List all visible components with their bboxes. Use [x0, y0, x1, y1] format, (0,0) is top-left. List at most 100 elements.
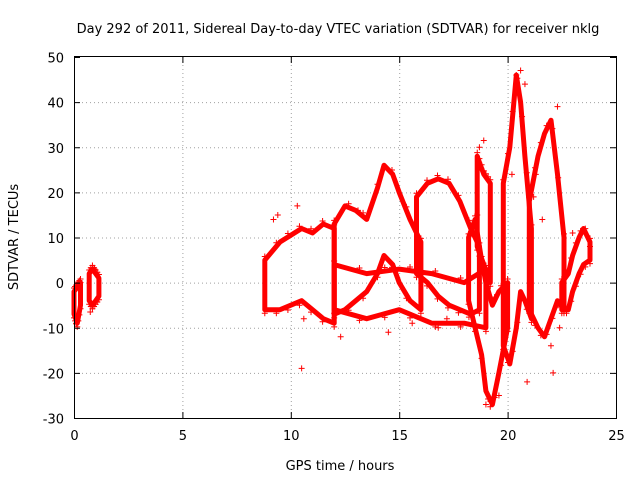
x-tick-label: 25: [608, 429, 625, 444]
data-point: [300, 315, 307, 322]
data-point: [504, 150, 511, 157]
data-point: [532, 164, 539, 171]
data-point: [495, 392, 502, 399]
data-point: [434, 295, 441, 302]
data-point: [409, 320, 416, 327]
data-point: [261, 253, 268, 260]
data-point: [296, 302, 303, 309]
data-band: [474, 153, 493, 286]
y-tick-label: -30: [43, 413, 64, 428]
data-point: [319, 217, 326, 224]
data-point: [487, 176, 494, 183]
data-point: [572, 283, 579, 290]
data-point: [474, 211, 481, 218]
data-point: [294, 202, 301, 209]
data-band: [414, 176, 482, 317]
data-point: [543, 122, 550, 129]
data-point: [476, 253, 483, 260]
x-tick-label: 15: [391, 429, 408, 444]
data-point: [474, 247, 481, 254]
data-point: [465, 230, 472, 237]
data-point: [537, 139, 544, 146]
data-point: [270, 216, 277, 223]
data-point: [508, 171, 515, 178]
data-point: [331, 310, 338, 317]
data-point: [443, 315, 450, 322]
data-point: [95, 271, 102, 278]
data-point: [261, 310, 268, 317]
data-point: [478, 355, 485, 362]
data-band: [262, 221, 337, 326]
data-point: [355, 207, 362, 214]
data-point: [331, 323, 338, 330]
data-point: [381, 264, 388, 271]
x-tick-label: 0: [70, 429, 78, 444]
data-point: [319, 318, 326, 325]
data-point: [476, 155, 483, 162]
data-point: [476, 144, 483, 151]
data-band: [331, 162, 424, 317]
data-point: [549, 125, 556, 132]
data-point: [87, 308, 94, 315]
data-point: [586, 243, 593, 250]
data-point: [521, 81, 528, 88]
data-point: [476, 310, 483, 317]
data-point: [568, 254, 575, 261]
data-point: [74, 323, 81, 330]
x-axis-label: GPS time / hours: [286, 459, 395, 474]
y-tick-label: -20: [43, 367, 64, 382]
data-point: [526, 194, 533, 201]
data-point: [356, 317, 363, 324]
data-point: [547, 342, 554, 349]
data-point: [554, 103, 561, 110]
data-point: [519, 295, 526, 302]
data-point: [465, 301, 472, 308]
data-point: [455, 192, 462, 199]
data-point: [537, 332, 544, 339]
data-point: [77, 305, 84, 312]
data-point: [517, 67, 524, 74]
data-point: [457, 323, 464, 330]
x-tick-label: 10: [283, 429, 300, 444]
data-point: [568, 298, 575, 305]
data-point: [360, 295, 367, 302]
data-point: [549, 315, 556, 322]
data-point: [407, 314, 414, 321]
data-point: [504, 359, 511, 366]
data-point: [284, 230, 291, 237]
y-axis: -30 -20 -10 0 10 20 30 40 50: [43, 52, 616, 428]
data-point: [337, 333, 344, 340]
data-point: [76, 311, 83, 318]
data-point: [403, 295, 410, 302]
data-point: [519, 113, 526, 120]
data-point: [482, 401, 489, 408]
data-point: [482, 170, 489, 177]
data-point: [345, 200, 352, 207]
data-band: [86, 266, 102, 308]
data-point: [543, 331, 550, 338]
data-point: [526, 310, 533, 317]
y-tick-label: 40: [47, 97, 64, 112]
plot-frame: [74, 56, 617, 419]
data-point: [482, 328, 489, 335]
data-point: [457, 275, 464, 282]
data-point: [444, 176, 451, 183]
data-point: [485, 396, 492, 403]
data-point: [388, 166, 395, 173]
data-point: [500, 176, 507, 183]
data-point: [523, 169, 530, 176]
data-band: [526, 117, 567, 340]
y-tick-label: -10: [43, 322, 64, 337]
data-point: [509, 108, 516, 115]
grid: [74, 57, 616, 418]
data-point: [284, 307, 291, 314]
data-point: [374, 274, 381, 281]
data-point: [273, 239, 280, 246]
data-point: [424, 177, 431, 184]
data-point: [577, 271, 584, 278]
data-point: [563, 269, 570, 276]
data-point: [586, 235, 593, 242]
data-point: [572, 239, 579, 246]
y-tick-label: 10: [47, 232, 64, 247]
data-point: [569, 229, 576, 236]
